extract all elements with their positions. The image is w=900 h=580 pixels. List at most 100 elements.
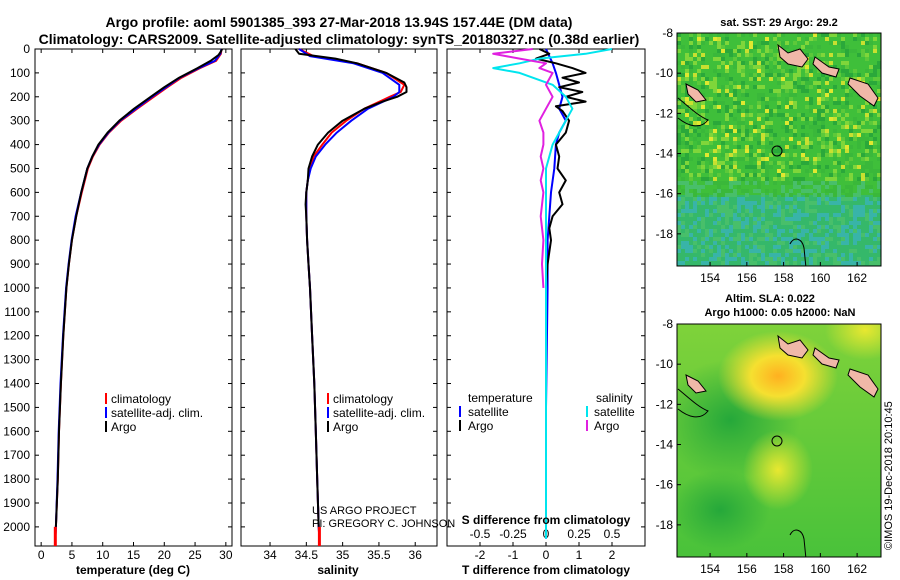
- sst-cell: [829, 181, 833, 185]
- sla-high-blob: [825, 324, 881, 360]
- sst-cell: [865, 149, 869, 153]
- sst-cell: [761, 153, 765, 157]
- sst-cell: [733, 57, 737, 61]
- sst-cell: [689, 245, 693, 249]
- sst-cell: [841, 105, 845, 109]
- sst-cell: [741, 261, 745, 265]
- sst-cell: [821, 121, 825, 125]
- x-tick-label: 2: [609, 548, 616, 562]
- sst-cell: [677, 125, 681, 129]
- sst-cell: [773, 89, 777, 93]
- sst-cell: [825, 253, 829, 257]
- sst-cell: [877, 125, 881, 129]
- sst-cell: [849, 93, 853, 97]
- sst-cell: [861, 49, 865, 53]
- sst-cell: [785, 197, 789, 201]
- lat-tick-label: -18: [656, 518, 674, 532]
- sst-cell: [809, 189, 813, 193]
- sst-cell: [793, 245, 797, 249]
- sst-cell: [845, 93, 849, 97]
- sla-low-blob: [677, 470, 770, 550]
- sst-cell: [713, 189, 717, 193]
- project-line-2: PI: GREGORY C. JOHNSON: [312, 518, 455, 530]
- sst-cell: [813, 37, 817, 41]
- sst-cell: [733, 253, 737, 257]
- sst-cell: [721, 129, 725, 133]
- sst-cell: [873, 49, 877, 53]
- sst-cell: [761, 229, 765, 233]
- sst-cell: [717, 221, 721, 225]
- lon-tick-label: 154: [700, 271, 720, 285]
- sst-cell: [681, 169, 685, 173]
- sst-cell: [713, 149, 717, 153]
- sst-cell: [841, 257, 845, 261]
- sst-cell: [697, 45, 701, 49]
- x-tick-label: 34: [263, 548, 277, 562]
- sst-cell: [837, 229, 841, 233]
- sst-cell: [769, 113, 773, 117]
- sst-cell: [713, 229, 717, 233]
- sst-cell: [717, 217, 721, 221]
- sst-cell: [821, 181, 825, 185]
- sst-cell: [801, 153, 805, 157]
- sst-cell: [817, 117, 821, 121]
- sst-cell: [773, 193, 777, 197]
- sst-cell: [765, 53, 769, 57]
- sst-cell: [873, 45, 877, 49]
- sst-cell: [697, 57, 701, 61]
- sst-cell: [785, 261, 789, 265]
- sst-cell: [781, 217, 785, 221]
- sst-cell: [729, 209, 733, 213]
- sst-cell: [701, 61, 705, 65]
- sst-cell: [681, 109, 685, 113]
- sst-cell: [757, 117, 761, 121]
- sst-cell: [773, 61, 777, 65]
- legend-satellite: satellite-adj. clim.: [333, 406, 425, 420]
- depth-tick-label: 1200: [3, 329, 30, 343]
- sst-cell: [793, 125, 797, 129]
- sst-cell: [837, 145, 841, 149]
- sst-cell: [837, 121, 841, 125]
- sst-cell: [821, 97, 825, 101]
- sst-cell: [829, 153, 833, 157]
- sst-cell: [821, 141, 825, 145]
- sst-cell: [677, 141, 681, 145]
- sst-cell: [757, 205, 761, 209]
- sst-cell: [677, 225, 681, 229]
- sst-cell: [813, 117, 817, 121]
- sst-cell: [765, 181, 769, 185]
- sst-cell: [721, 137, 725, 141]
- sst-cell: [685, 137, 689, 141]
- sst-cell: [749, 53, 753, 57]
- sst-cell: [841, 65, 845, 69]
- sst-cell: [873, 225, 877, 229]
- sst-cell: [865, 109, 869, 113]
- sst-cell: [761, 137, 765, 141]
- sst-cell: [725, 217, 729, 221]
- sst-cell: [737, 145, 741, 149]
- sst-cell: [801, 253, 805, 257]
- sst-cell: [853, 205, 857, 209]
- sst-cell: [837, 257, 841, 261]
- sst-cell: [745, 245, 749, 249]
- sst-cell: [809, 161, 813, 165]
- sst-cell: [809, 181, 813, 185]
- sst-cell: [757, 137, 761, 141]
- sst-cell: [785, 217, 789, 221]
- sst-cell: [865, 213, 869, 217]
- sst-cell: [861, 121, 865, 125]
- sst-cell: [777, 169, 781, 173]
- sst-cell: [837, 53, 841, 57]
- sst-cell: [765, 237, 769, 241]
- sst-cell: [777, 233, 781, 237]
- sst-cell: [845, 77, 849, 81]
- sst-cell: [765, 257, 769, 261]
- sst-cell: [761, 141, 765, 145]
- sst-cell: [865, 101, 869, 105]
- sst-cell: [677, 145, 681, 149]
- sst-cell: [705, 153, 709, 157]
- sst-cell: [681, 61, 685, 65]
- sst-cell: [789, 81, 793, 85]
- sst-cell: [833, 121, 837, 125]
- sst-cell: [837, 241, 841, 245]
